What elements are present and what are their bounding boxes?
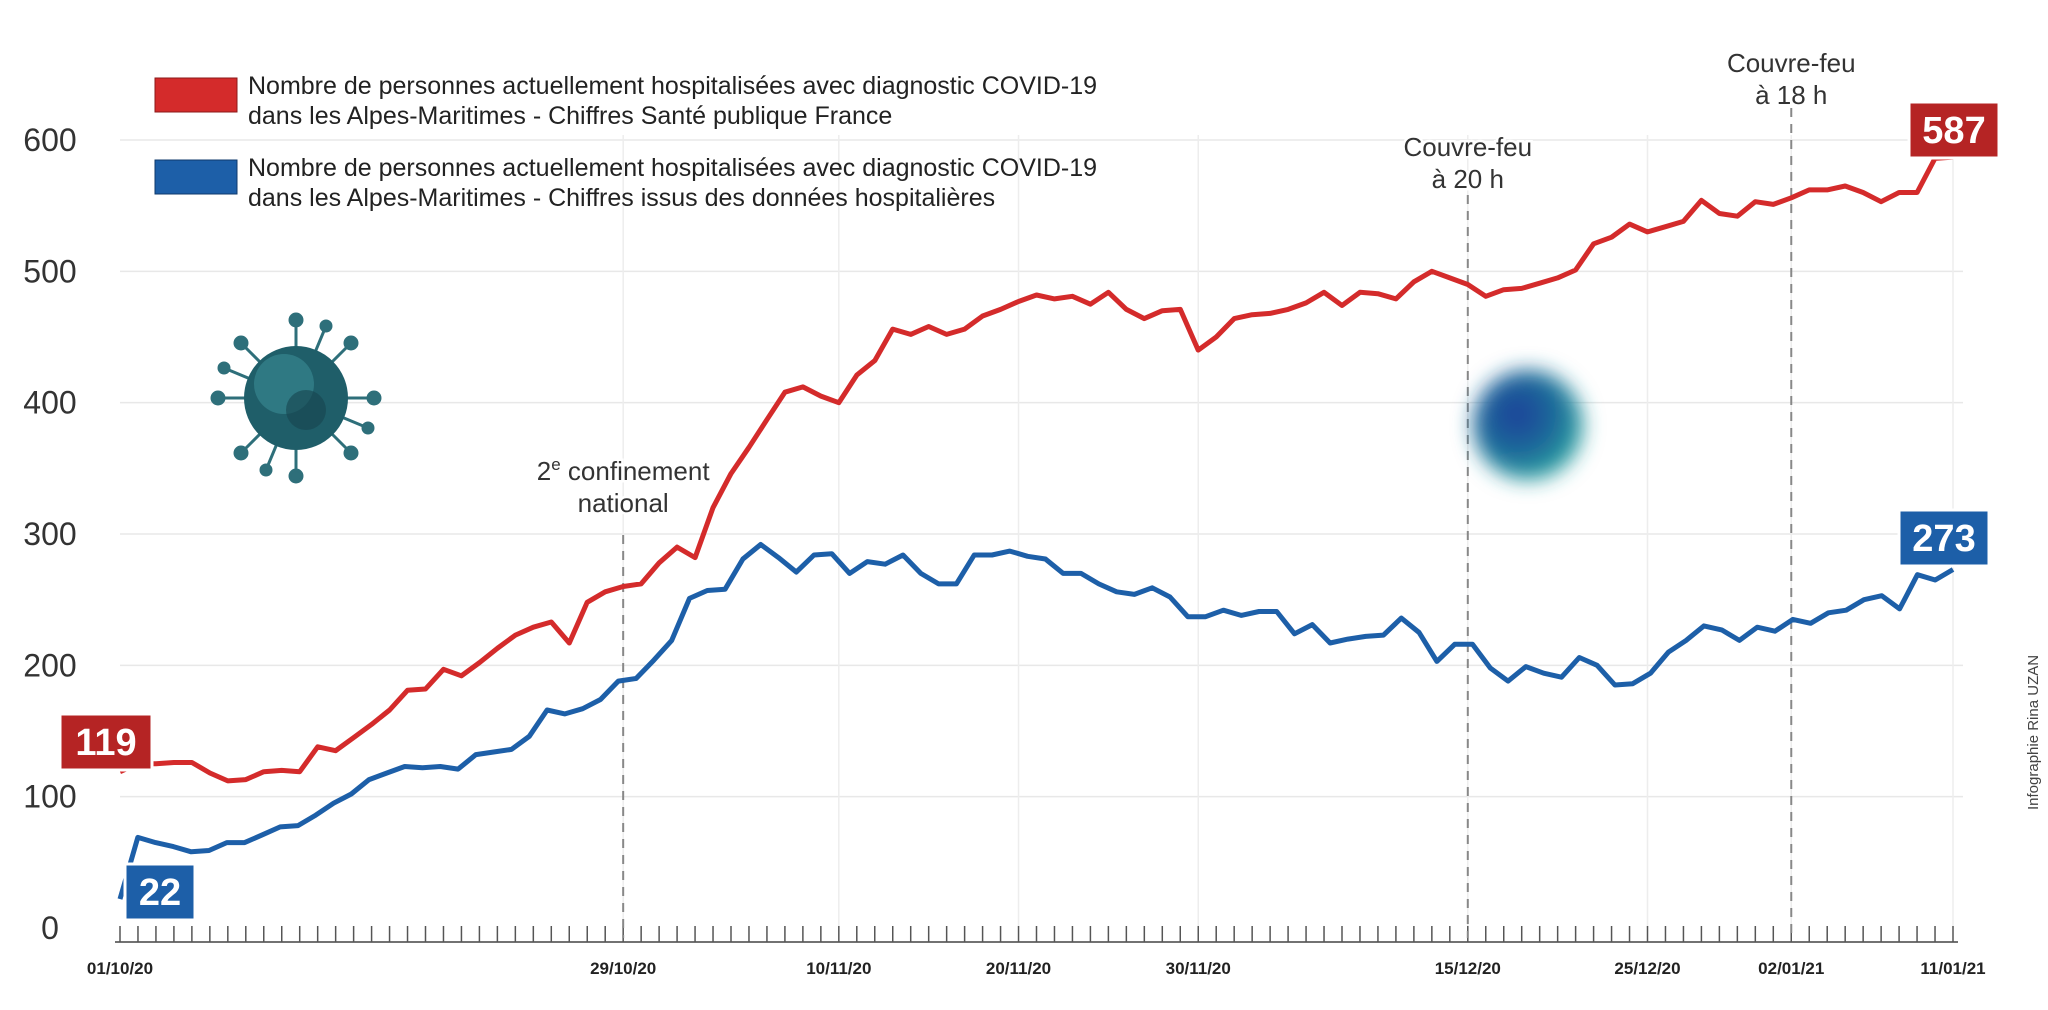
legend-label-red-1: Nombre de personnes actuellement hospita… bbox=[248, 72, 1097, 100]
y-tick-label-600: 600 bbox=[23, 122, 76, 158]
event-label-2-line2: à 18 h bbox=[1755, 80, 1827, 110]
badge-red-end-box bbox=[1907, 100, 2001, 160]
event-label-0-line1: 2e confinement bbox=[537, 455, 711, 486]
legend-label-red-2: dans les Alpes-Maritimes - Chiffres Sant… bbox=[248, 102, 892, 130]
event-label-2-line1: Couvre-feu bbox=[1727, 48, 1856, 78]
badge-blue-end-box bbox=[1897, 508, 1991, 568]
x-axis: 01/10/20 29/10/20 10/11/20 20/11/20 30/11/20… bbox=[87, 926, 1986, 978]
grid bbox=[120, 135, 1963, 928]
y-tick-label-200: 200 bbox=[23, 647, 76, 683]
badge-red-end-text: 587 bbox=[1922, 110, 1985, 152]
x-tick-label-40: 10/11/20 bbox=[806, 959, 871, 978]
event-label-1-line2: à 20 h bbox=[1432, 164, 1504, 194]
x-tick-label-60: 30/11/20 bbox=[1166, 959, 1231, 978]
legend: Nombre de personnes actuellement hospita… bbox=[154, 72, 1097, 212]
badge-blue-start-text: 22 bbox=[139, 872, 181, 914]
y-tick-label-500: 500 bbox=[23, 253, 76, 289]
event-label-0-line2: national bbox=[578, 488, 669, 518]
series-line-blue bbox=[117, 542, 1955, 900]
event-label-1-line1: Couvre-feu bbox=[1403, 132, 1532, 162]
badge-red-start-box bbox=[58, 712, 154, 772]
blurred-virus-icon bbox=[1473, 370, 1583, 480]
legend-label-blue-1: Nombre de personnes actuellement hospita… bbox=[248, 154, 1097, 182]
y-tick-label-0: 0 bbox=[41, 910, 59, 946]
legend-label-blue-2: dans les Alpes-Maritimes - Chiffres issu… bbox=[248, 184, 995, 212]
series-line-red bbox=[118, 154, 1954, 784]
credit-text: Infographie Rina UZAN bbox=[2025, 655, 2042, 810]
y-tick-label-100: 100 bbox=[23, 779, 76, 815]
x-tick-label-50: 20/11/20 bbox=[986, 959, 1051, 978]
legend-swatch-red bbox=[154, 77, 238, 113]
x-tick-label-93: 02/01/21 bbox=[1758, 959, 1824, 978]
virus-icon bbox=[210, 312, 382, 484]
badge-red-start-text: 119 bbox=[75, 722, 136, 764]
y-axis: 0 100 200 300 400 500 600 bbox=[23, 122, 76, 946]
x-tick-label-28: 29/10/20 bbox=[590, 959, 656, 978]
y-tick-label-300: 300 bbox=[23, 516, 76, 552]
y-tick-label-400: 400 bbox=[23, 385, 76, 421]
badge-blue-start-box bbox=[123, 862, 197, 922]
x-tick-label-85: 25/12/20 bbox=[1614, 959, 1680, 978]
x-tick-label-0: 01/10/20 bbox=[87, 959, 153, 978]
value-badges: 119 22 587 273 bbox=[58, 100, 2001, 922]
x-tick-label-102: 11/01/21 bbox=[1920, 959, 1985, 978]
legend-swatch-blue bbox=[154, 159, 238, 195]
x-tick-label-75: 15/12/20 bbox=[1435, 959, 1501, 978]
badge-blue-end-text: 273 bbox=[1912, 518, 1975, 560]
